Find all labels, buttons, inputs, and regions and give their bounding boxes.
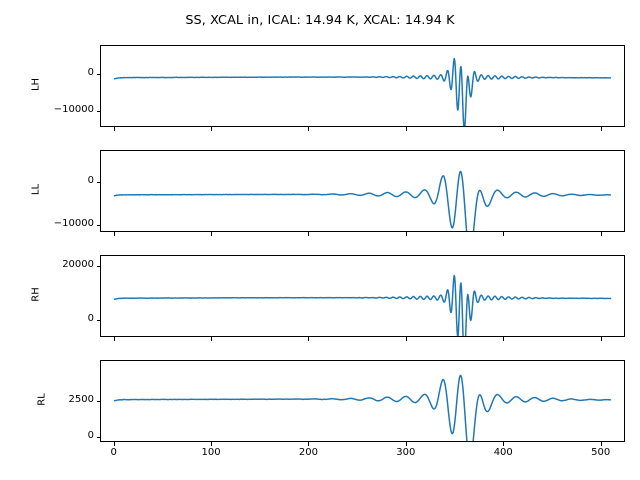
y-axis-label-ll: LL	[30, 183, 42, 196]
x-tick-mark	[113, 337, 115, 341]
x-tick-mark	[308, 337, 310, 341]
y-tick-mark	[96, 437, 100, 438]
x-tick-mark	[308, 232, 310, 236]
x-tick-mark	[503, 232, 505, 236]
subplot-rh	[100, 255, 625, 337]
figure-title: SS, XCAL in, ICAL: 14.94 K, XCAL: 14.94 …	[185, 13, 455, 28]
x-tick-label: 300	[396, 447, 416, 458]
subplot-lh	[100, 45, 625, 127]
subplot-ll	[100, 150, 625, 232]
x-tick-mark	[308, 442, 310, 446]
y-tick-label: 0	[87, 430, 94, 441]
x-tick-mark	[211, 127, 213, 131]
x-tick-mark	[503, 337, 505, 341]
y-tick-label: −10000	[53, 103, 94, 115]
x-tick-label: 0	[110, 447, 117, 458]
y-tick-label: 20000	[62, 258, 94, 270]
x-tick-mark	[600, 442, 602, 446]
y-tick-mark	[96, 225, 100, 227]
x-tick-mark	[211, 442, 213, 446]
trace-line	[113, 274, 612, 336]
y-tick-mark	[96, 401, 100, 403]
x-tick-mark	[405, 442, 407, 446]
x-tick-mark	[600, 337, 602, 341]
x-tick-mark	[405, 232, 407, 236]
x-tick-label: 500	[591, 447, 611, 458]
y-axis-label-rl: RL	[36, 393, 48, 406]
y-tick-mark	[96, 181, 100, 183]
y-axis-label-rh: RH	[30, 287, 42, 302]
y-axis-label-lh: LH	[30, 77, 42, 92]
trace-line	[113, 57, 612, 126]
x-tick-mark	[503, 127, 505, 131]
y-tick-label: 0	[87, 312, 94, 324]
x-tick-mark	[113, 232, 115, 236]
x-tick-mark	[600, 127, 602, 131]
x-tick-mark	[405, 127, 407, 131]
y-tick-mark	[96, 74, 100, 76]
trace-line	[113, 374, 612, 441]
y-tick-mark	[96, 110, 100, 112]
x-tick-label: 200	[298, 447, 318, 458]
x-tick-mark	[405, 337, 407, 341]
y-tick-mark	[96, 265, 100, 267]
x-tick-mark	[600, 232, 602, 236]
subplot-rl	[100, 360, 625, 442]
y-tick-label: 0	[87, 174, 94, 186]
x-tick-mark	[308, 127, 310, 131]
x-tick-mark	[211, 232, 213, 236]
x-tick-mark	[503, 442, 505, 446]
y-tick-label: −10000	[53, 218, 94, 230]
y-tick-label: 0	[87, 67, 94, 79]
trace-line	[113, 170, 612, 231]
x-tick-label: 100	[201, 447, 221, 458]
x-tick-mark	[211, 337, 213, 341]
x-tick-mark	[113, 442, 115, 446]
x-tick-label: 400	[493, 447, 513, 458]
x-tick-mark	[113, 127, 115, 131]
y-tick-label: 2500	[68, 394, 94, 406]
y-tick-mark	[96, 319, 100, 321]
